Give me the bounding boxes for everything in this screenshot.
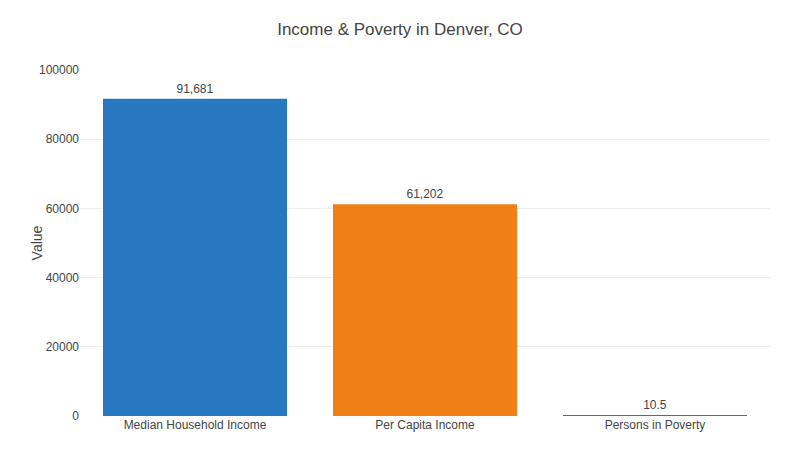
svg-text:0: 0 bbox=[72, 409, 79, 423]
svg-text:60000: 60000 bbox=[46, 202, 80, 216]
svg-text:61,202: 61,202 bbox=[406, 187, 443, 201]
svg-text:80000: 80000 bbox=[46, 132, 80, 146]
svg-text:10.5: 10.5 bbox=[643, 398, 667, 412]
svg-text:Per Capita Income: Per Capita Income bbox=[375, 418, 475, 432]
svg-text:Income & Poverty in Denver, CO: Income & Poverty in Denver, CO bbox=[277, 20, 523, 39]
svg-text:Persons in Poverty: Persons in Poverty bbox=[605, 418, 706, 432]
svg-text:Value: Value bbox=[29, 225, 45, 260]
svg-text:Median Household Income: Median Household Income bbox=[124, 418, 267, 432]
svg-text:20000: 20000 bbox=[46, 340, 80, 354]
svg-text:100000: 100000 bbox=[39, 63, 79, 77]
svg-text:91,681: 91,681 bbox=[176, 82, 213, 96]
svg-text:40000: 40000 bbox=[46, 271, 80, 285]
